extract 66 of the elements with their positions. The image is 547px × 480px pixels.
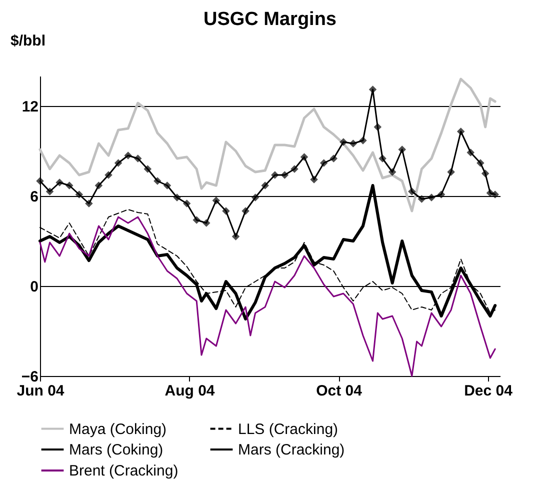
point [408,188,416,196]
point [134,154,142,162]
point [349,140,358,148]
point [75,190,84,198]
point [481,170,490,178]
point [173,194,181,202]
y-axis-title: $/bbl [10,32,46,50]
y-tick-label: −6 [21,368,38,386]
line-series [38,78,496,212]
point [65,182,74,190]
point [290,165,298,173]
point [251,194,260,202]
x-tick-label: Oct 04 [316,382,363,400]
point [491,190,499,198]
legend-label: Mars (Coking) [69,442,164,458]
legend-label: Maya (Coking) [69,420,167,438]
point [398,146,406,154]
y-tick-label: 12 [22,98,38,116]
point [232,232,240,240]
point [56,178,64,186]
chart-title: USGC Margins [203,9,337,30]
legend-label: LLS (Cracking) [238,420,338,438]
point [222,207,230,215]
point [280,171,289,179]
point [340,138,348,146]
point [85,200,93,208]
point [300,153,308,161]
x-tick-label: Dec 04 [464,382,514,400]
point [261,182,269,190]
point [466,148,475,156]
point [124,152,132,160]
point [437,190,446,198]
point [359,136,367,144]
point [154,177,162,185]
point [320,159,328,167]
point [330,154,338,162]
point [428,194,436,202]
y-tick-label: 0 [30,278,38,296]
point [242,207,250,215]
point [104,171,112,179]
x-tick-label: Jun 04 [16,382,65,400]
point [36,177,44,185]
point [114,159,122,167]
point [456,128,465,136]
point [388,168,396,176]
point [46,188,54,196]
point [378,154,386,162]
point [192,216,200,224]
point [447,168,455,176]
legend-label: Mars (Cracking) [238,442,345,458]
point [418,195,426,203]
point [202,219,210,227]
point [163,182,172,190]
point [310,176,318,184]
y-tick-label: 6 [30,188,38,206]
point [182,200,191,208]
point [476,159,484,167]
point [212,196,220,204]
point [94,182,103,190]
legend-label: Brent (Cracking) [69,462,178,480]
point [374,123,382,131]
point [144,165,152,173]
x-tick-label: Aug 04 [164,382,216,400]
point [271,171,279,179]
point [368,86,377,94]
line-series [39,216,496,377]
